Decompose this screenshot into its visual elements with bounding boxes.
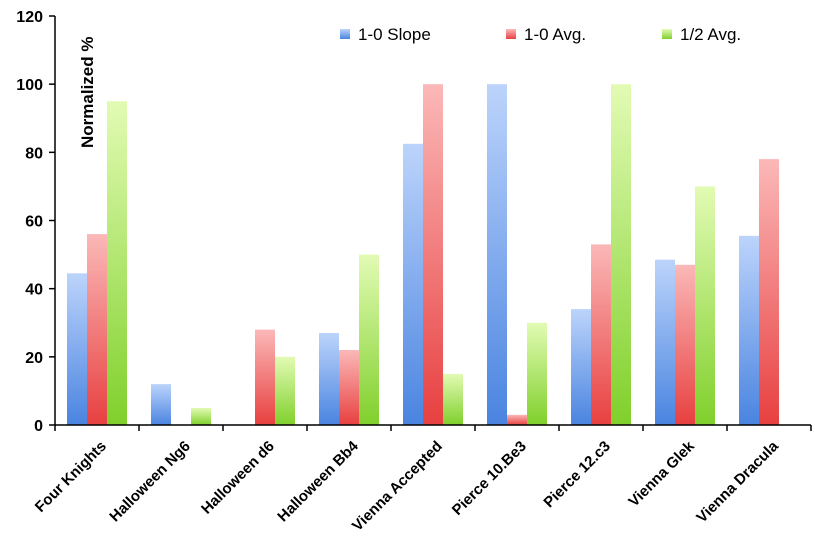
bars-layer — [67, 84, 779, 426]
y-tick-label: 120 — [16, 9, 43, 26]
x-tick-label: Vienna Dracula — [693, 437, 782, 526]
bar-1-2-avg--7 — [695, 186, 715, 425]
legend-label-1: 1-0 Avg. — [524, 25, 586, 44]
bar-1-0-avg--0 — [87, 234, 107, 425]
bar-1-0-avg--8 — [759, 159, 779, 425]
bar-1-0-slope-4 — [403, 143, 423, 426]
y-tick-label: 20 — [25, 350, 43, 367]
y-tick-label: 100 — [16, 77, 43, 94]
y-axis-label: Normalized % — [78, 37, 97, 148]
y-tick-label: 60 — [25, 214, 43, 231]
bar-1-2-avg--3 — [359, 254, 379, 425]
x-tick-label: Four Knights — [32, 438, 110, 516]
legend: 1-0 Slope 1-0 Avg. 1/2 Avg. — [340, 25, 741, 44]
x-tick-label: Halloween Ng6 — [106, 438, 193, 525]
x-tick-label: Pierce 10.Be3 — [449, 438, 530, 519]
bar-1-2-avg--0 — [107, 101, 127, 425]
x-tick-label: Halloween d6 — [198, 438, 278, 518]
bar-1-0-slope-8 — [739, 235, 759, 425]
bar-1-0-avg--5 — [507, 414, 527, 425]
legend-swatch-0 — [340, 29, 350, 39]
legend-label-0: 1-0 Slope — [358, 25, 431, 44]
bar-1-2-avg--5 — [527, 322, 547, 426]
bar-1-0-avg--3 — [339, 350, 359, 425]
bar-1-0-slope-1 — [151, 384, 171, 425]
x-tick-label: Halloween Bb4 — [274, 437, 362, 525]
legend-swatch-1 — [506, 29, 516, 39]
x-tick-label: Pierce 12.c3 — [540, 438, 613, 511]
y-tick-label: 0 — [34, 418, 43, 435]
bar-1-2-avg--1 — [191, 408, 211, 425]
bar-1-0-avg--4 — [423, 84, 443, 425]
y-tick-label: 80 — [25, 145, 43, 162]
bar-1-2-avg--4 — [443, 373, 463, 425]
bar-1-0-slope-3 — [319, 333, 339, 425]
bar-1-0-avg--2 — [255, 329, 275, 425]
y-tick-label: 40 — [25, 282, 43, 299]
y-axis-ticks: 0 20 40 60 80 100 120 — [16, 9, 55, 435]
bar-1-2-avg--2 — [275, 356, 295, 425]
bar-1-2-avg--6 — [611, 84, 631, 425]
legend-label-2: 1/2 Avg. — [680, 25, 741, 44]
bar-1-0-slope-6 — [571, 309, 591, 425]
x-tick-label: Vienna Glek — [625, 437, 698, 510]
x-tick-label: Vienna Accepted — [349, 438, 446, 535]
bar-1-0-avg--7 — [675, 264, 695, 425]
bar-1-0-slope-7 — [655, 259, 675, 425]
legend-swatch-2 — [662, 29, 672, 39]
bar-1-0-avg--6 — [591, 244, 611, 425]
bar-1-0-slope-0 — [67, 273, 87, 425]
bar-1-0-slope-5 — [487, 84, 507, 425]
